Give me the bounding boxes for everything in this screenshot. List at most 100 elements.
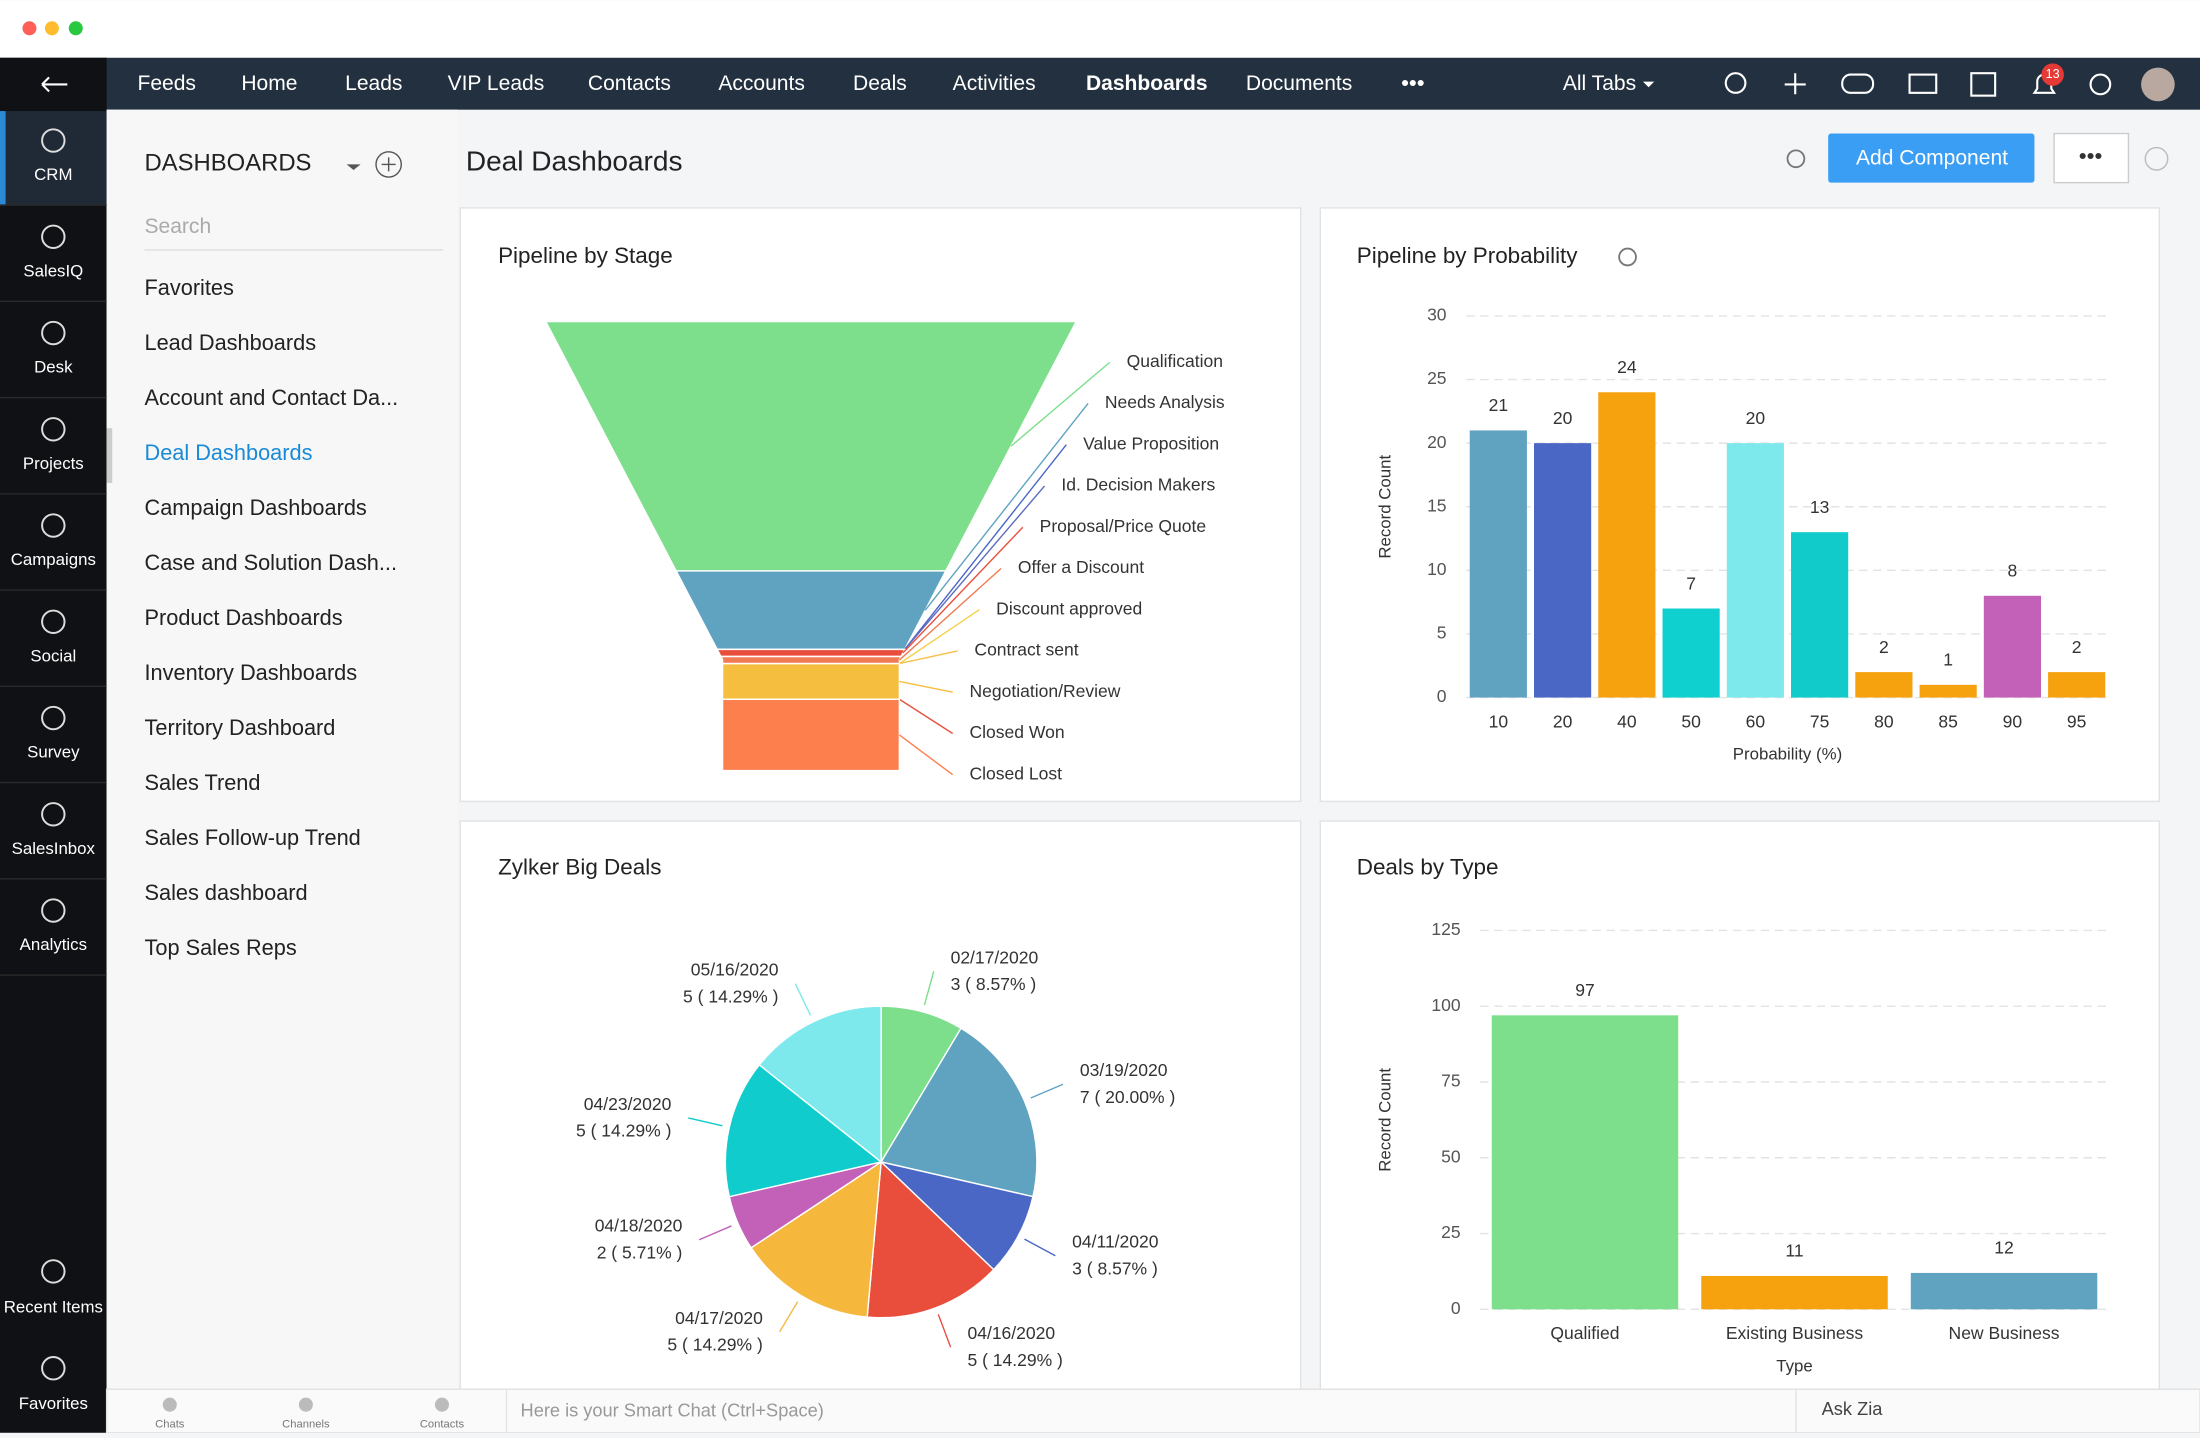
sidebar-item[interactable]: Deal Dashboards — [145, 440, 313, 465]
y-tick-label: 10 — [1427, 559, 1447, 579]
data-label: 20 — [1553, 408, 1573, 428]
all-tabs[interactable]: All Tabs — [1563, 72, 1636, 95]
maximize-button[interactable] — [68, 21, 83, 36]
sidebar — [106, 109, 458, 1390]
mail-icon[interactable] — [1908, 73, 1938, 94]
y-tick-label: 25 — [1427, 368, 1446, 388]
card-title: Zylker Big Deals — [498, 855, 661, 880]
x-tick-label: 10 — [1489, 711, 1509, 731]
sidebar-item[interactable]: Sales Trend — [145, 770, 261, 795]
x-tick-label: 50 — [1681, 711, 1701, 731]
y-tick-label: 75 — [1441, 1071, 1460, 1091]
nav-tab[interactable]: Documents — [1246, 72, 1352, 95]
dropdown-icon[interactable] — [346, 164, 361, 171]
bar — [1469, 430, 1527, 698]
funnel-segment — [721, 662, 901, 700]
rail-label[interactable]: Favorites — [19, 1394, 88, 1413]
pie-value-label: 5 ( 14.29% ) — [967, 1350, 1062, 1370]
x-tick-label: 20 — [1553, 711, 1573, 731]
funnel-label: Negotiation/Review — [970, 681, 1121, 701]
menu-icon[interactable] — [41, 76, 68, 93]
pie-label: 04/11/2020 — [1072, 1232, 1159, 1252]
funnel-segment — [721, 698, 901, 772]
sidebar-item[interactable]: Case and Solution Dash... — [145, 550, 398, 575]
x-axis-title: Probability (%) — [1733, 745, 1842, 764]
leader-line — [779, 1301, 799, 1333]
help-icon[interactable] — [2144, 146, 2169, 171]
y-tick-label: 15 — [1427, 495, 1446, 515]
more-button[interactable] — [2053, 132, 2130, 184]
nav-tab[interactable]: VIP Leads — [448, 72, 545, 95]
sidebar-item[interactable]: Campaign Dashboards — [145, 495, 367, 520]
nav-tab[interactable]: Deals — [853, 72, 907, 95]
card-refresh-icon[interactable] — [1618, 247, 1637, 267]
rail-label[interactable]: Campaigns — [11, 550, 96, 569]
x-tick-label: New Business — [1949, 1323, 2060, 1343]
sidebar-item[interactable]: Account and Contact Da... — [145, 385, 399, 410]
nav-tab[interactable]: Contacts — [588, 72, 671, 95]
sidebar-item[interactable]: Territory Dashboard — [145, 715, 336, 740]
sidebar-item[interactable]: Favorites — [145, 275, 235, 300]
pie-slice — [758, 1005, 882, 1164]
data-label: 2 — [2072, 637, 2082, 657]
nav-bar — [0, 57, 2200, 110]
bar — [1855, 672, 1913, 698]
chat-tab[interactable]: Chats — [155, 1418, 185, 1430]
y-tick-label: 100 — [1431, 995, 1460, 1015]
rail-label[interactable]: CRM — [34, 165, 72, 184]
rail-label[interactable]: Desk — [34, 358, 73, 377]
nav-tab[interactable]: Feeds — [138, 72, 196, 95]
sidebar-item[interactable]: Top Sales Reps — [145, 935, 297, 960]
pie-value-label: 5 ( 14.29% ) — [576, 1121, 671, 1141]
rail-label[interactable]: SalesInbox — [12, 839, 96, 858]
leader-line — [937, 1314, 952, 1348]
nav-tab[interactable]: Leads — [345, 72, 402, 95]
nav-tab[interactable]: Home — [241, 72, 297, 95]
nav-tab[interactable]: Accounts — [718, 72, 805, 95]
minimize-button[interactable] — [44, 21, 59, 36]
notification-badge — [2041, 63, 2064, 86]
funnel-label: Contract sent — [974, 640, 1078, 660]
funnel-segment — [719, 655, 903, 665]
rail-label[interactable]: Projects — [23, 454, 84, 473]
rail-icon — [41, 513, 66, 538]
search-icon[interactable] — [1724, 72, 1747, 94]
chat-icon — [434, 1397, 449, 1412]
funnel-label: Qualification — [1127, 351, 1223, 371]
rail-icon — [41, 1356, 66, 1381]
add-dashboard[interactable] — [375, 151, 402, 178]
rail-label[interactable]: Survey — [27, 743, 80, 762]
search-input[interactable]: Search — [145, 215, 212, 238]
settings-icon[interactable] — [2089, 73, 2112, 96]
sidebar-item[interactable]: Sales Follow-up Trend — [145, 825, 361, 850]
add-icon[interactable] — [1784, 73, 1806, 95]
chat-tab[interactable]: Channels — [282, 1418, 330, 1430]
rail-label[interactable]: Analytics — [20, 935, 87, 954]
nav-tab[interactable]: Activities — [953, 72, 1036, 95]
leader-line — [898, 734, 954, 776]
y-tick-label: 0 — [1451, 1298, 1461, 1318]
rail-icon — [41, 802, 66, 827]
avatar[interactable] — [2141, 67, 2175, 102]
calendar-icon[interactable] — [1970, 72, 1997, 97]
rail-label[interactable]: SalesIQ — [23, 261, 83, 280]
ask-zia[interactable]: Ask Zia — [1822, 1398, 1884, 1419]
card-title: Pipeline by Stage — [498, 243, 673, 268]
sidebar-item[interactable]: Product Dashboards — [145, 605, 343, 630]
game-icon[interactable] — [1841, 73, 1875, 94]
add-component-button[interactable] — [1828, 133, 2035, 183]
smart-chat-input[interactable]: Here is your Smart Chat (Ctrl+Space) — [521, 1400, 824, 1421]
more-dots: ••• — [2079, 143, 2103, 168]
rail-label[interactable]: Social — [30, 646, 76, 665]
funnel-label: Discount approved — [996, 598, 1142, 618]
sidebar-item[interactable]: Inventory Dashboards — [145, 660, 358, 685]
refresh-icon[interactable] — [1786, 149, 1806, 169]
close-button[interactable] — [22, 21, 37, 36]
nav-tab[interactable]: Dashboards — [1086, 72, 1208, 95]
chat-tab[interactable]: Contacts — [420, 1418, 465, 1430]
rail-label[interactable]: Recent Items — [4, 1297, 103, 1316]
leader-line — [698, 1225, 732, 1241]
nav-more[interactable]: ••• — [1401, 70, 1425, 95]
sidebar-item[interactable]: Sales dashboard — [145, 880, 308, 905]
sidebar-item[interactable]: Lead Dashboards — [145, 330, 317, 355]
